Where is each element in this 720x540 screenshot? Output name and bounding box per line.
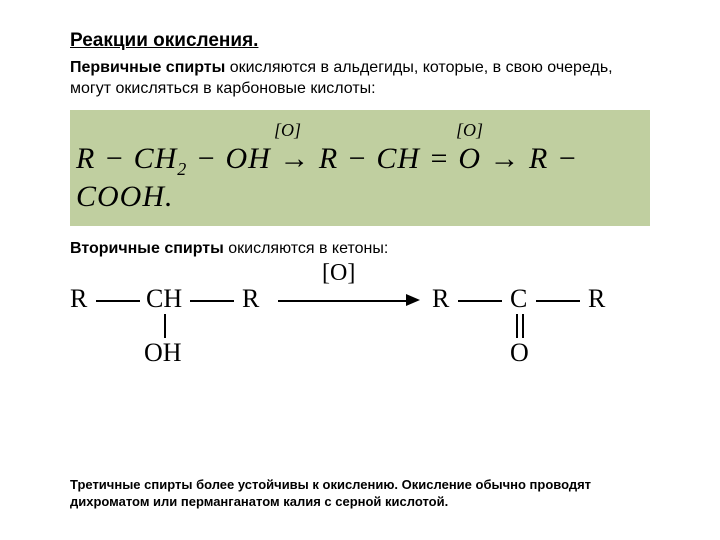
bond	[190, 300, 234, 302]
eq-arrow1: →	[271, 142, 319, 175]
r2-R2: R	[242, 284, 259, 314]
eq-part2: R − CH = O	[319, 142, 481, 175]
primary-intro-bold: Первичные спирты	[70, 59, 225, 76]
r2-C: C	[510, 284, 527, 314]
eq-dash1: −	[95, 142, 133, 175]
double-bond	[516, 314, 518, 338]
r2-R4: R	[588, 284, 605, 314]
eq-ch: CH	[134, 142, 178, 175]
r2-CH: CH	[146, 284, 182, 314]
page-title: Реакции окисления.	[70, 30, 650, 52]
r2-O: O	[510, 338, 529, 368]
r2-OH: OH	[144, 338, 182, 368]
arrow-line	[278, 300, 408, 302]
eq-arrow2: →	[481, 142, 529, 175]
bond	[96, 300, 140, 302]
eq-oh: − OH	[187, 142, 271, 175]
equation-main: R − CH2 − OH → R − CH = O → R − COOH.	[76, 142, 644, 214]
tertiary-note: Третичные спирты более устойчивы к окисл…	[70, 476, 650, 511]
arrow-head-icon	[406, 294, 420, 306]
bond	[536, 300, 580, 302]
vbond	[164, 314, 166, 338]
eq-sub: 2	[177, 159, 187, 179]
double-bond	[522, 314, 524, 338]
secondary-bold: Вторичные спирты	[70, 240, 224, 257]
bond	[458, 300, 502, 302]
oxidation-label-2: [О]	[456, 120, 483, 141]
secondary-rest: окисляются в кетоны:	[224, 240, 389, 257]
oxidation-label-1: [О]	[274, 120, 301, 141]
r2-R3: R	[432, 284, 449, 314]
reaction-secondary: R CH R OH [O] R C R O	[70, 266, 650, 386]
secondary-intro: Вторичные спирты окисляются в кетоны:	[70, 240, 650, 258]
oxidation-label-3: [O]	[322, 260, 355, 287]
equation-primary: [О] [О] R − CH2 − OH → R − CH = O → R − …	[70, 110, 650, 226]
r2-R1: R	[70, 284, 87, 314]
eq-r1: R	[76, 142, 95, 175]
primary-intro: Первичные спирты окисляются в альдегиды,…	[70, 58, 650, 100]
